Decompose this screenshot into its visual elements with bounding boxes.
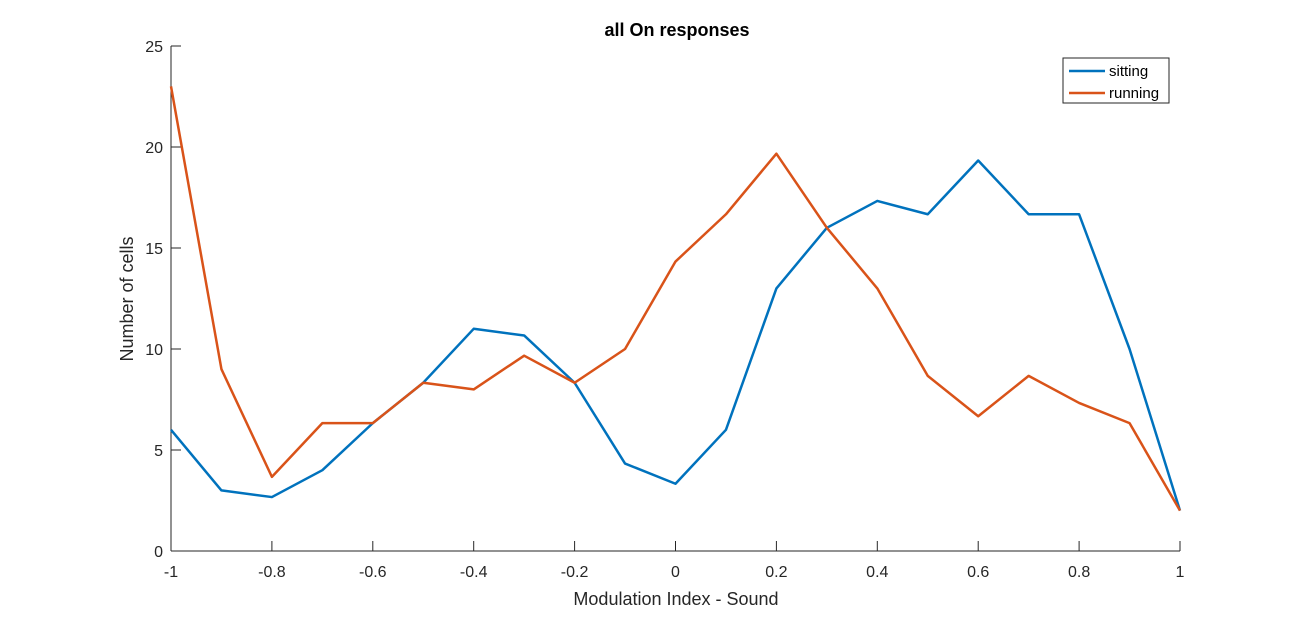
x-tick-label: 0.4 xyxy=(866,564,888,581)
y-tick-label: 5 xyxy=(154,443,163,460)
y-tick-label: 20 xyxy=(145,140,163,157)
y-tick-label: 15 xyxy=(145,241,163,258)
y-axis-title: Number of cells xyxy=(117,236,137,361)
series-line-running xyxy=(169,86,1182,512)
y-tick-label: 25 xyxy=(145,39,163,56)
legend[interactable]: sitting running xyxy=(1062,57,1170,104)
x-tick-label: 0.8 xyxy=(1068,564,1090,581)
x-tick-label: -1 xyxy=(164,564,178,581)
legend-label-sitting: sitting xyxy=(1109,63,1148,80)
x-tick-label: -0.8 xyxy=(258,564,286,581)
y-tick-label: 10 xyxy=(145,342,163,359)
y-tick-label: 0 xyxy=(154,544,163,561)
x-axis-title: Modulation Index - Sound xyxy=(573,589,778,609)
x-tick-label: -0.2 xyxy=(561,564,589,581)
x-tick-label: 0.6 xyxy=(967,564,989,581)
legend-box xyxy=(1062,57,1170,104)
x-tick-label: -0.6 xyxy=(359,564,387,581)
series-line-sitting xyxy=(170,159,1182,511)
legend-label-running: running xyxy=(1109,85,1159,102)
x-tick-label: 1 xyxy=(1176,564,1185,581)
series-layer xyxy=(169,86,1182,512)
chart-title: all On responses xyxy=(604,20,749,40)
axes: -1 -0.8 -0.6 -0.4 -0.2 0 0.2 0.4 0.6 0.8 105101520… xyxy=(145,39,1184,581)
x-tick-label: 0 xyxy=(671,564,680,581)
x-tick-label: -0.4 xyxy=(460,564,488,581)
x-tick-label: 0.2 xyxy=(765,564,787,581)
